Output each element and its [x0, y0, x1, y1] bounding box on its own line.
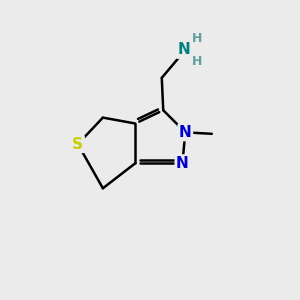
Text: S: S [72, 136, 83, 152]
Text: H: H [192, 55, 202, 68]
Text: N: N [179, 125, 192, 140]
Text: N: N [176, 156, 189, 171]
Text: H: H [192, 32, 202, 45]
Text: N: N [178, 42, 190, 57]
